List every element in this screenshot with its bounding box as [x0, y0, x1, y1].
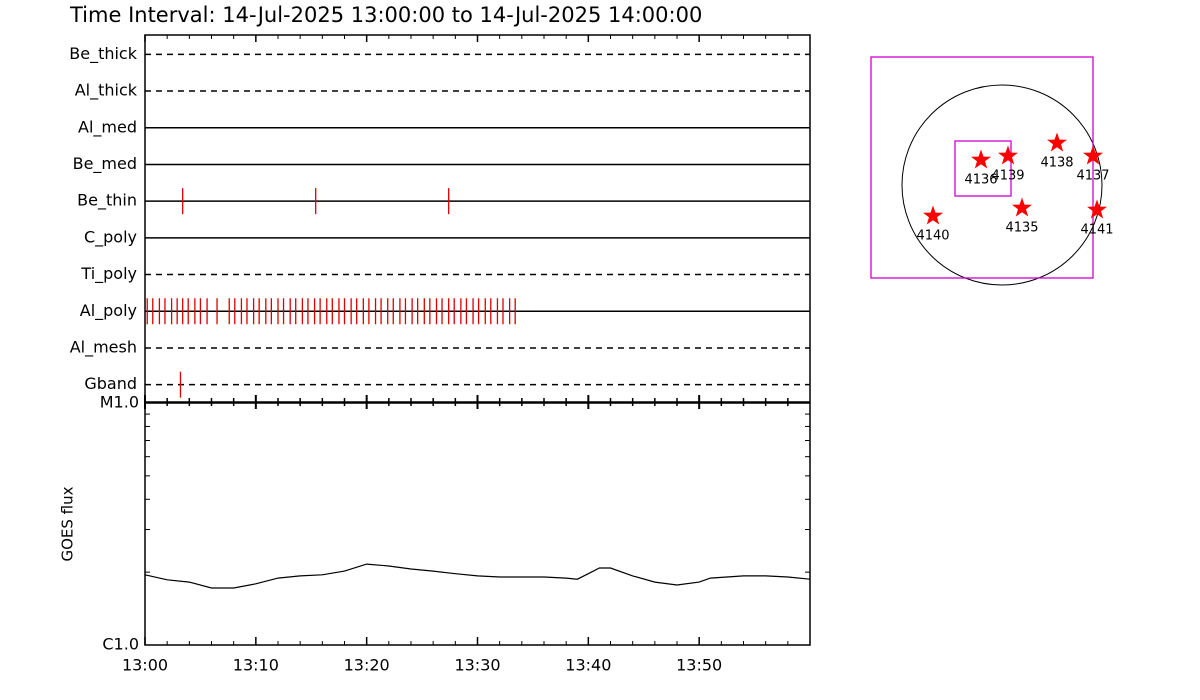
filter-label: Be_thick [69, 44, 137, 64]
fov-box [870, 56, 1094, 279]
x-tick-label: 13:40 [565, 656, 611, 675]
x-tick-label: 13:50 [676, 656, 722, 675]
filter-label: Al_thick [75, 81, 138, 101]
region-star [971, 149, 991, 169]
panel-frame [144, 402, 811, 646]
region-label: 4136 [964, 173, 997, 188]
region-star [998, 145, 1018, 165]
filter-label: Al_med [78, 117, 137, 137]
y-axis-label: GOES flux [59, 486, 77, 561]
region-label: 4137 [1076, 169, 1109, 184]
region-label: 4135 [1005, 221, 1038, 236]
y-tick-label: M1.0 [100, 393, 139, 412]
solar-disk [901, 84, 1103, 286]
region-star [1087, 199, 1107, 219]
x-tick-label: 13:10 [233, 656, 279, 675]
region-label: 4140 [916, 229, 949, 244]
region-star [1012, 197, 1032, 217]
x-tick-label: 13:30 [454, 656, 500, 675]
filter-label: Gband [84, 374, 137, 393]
fov-box [954, 140, 1012, 197]
filter-label: Be_thin [77, 191, 137, 211]
region-star [1047, 132, 1067, 152]
region-star [1083, 145, 1103, 165]
region-label: 4138 [1040, 156, 1073, 171]
region-star [923, 205, 943, 225]
x-tick-label: 13:20 [344, 656, 390, 675]
filter-label: Ti_poly [80, 264, 137, 284]
flux-line [144, 563, 811, 589]
filter-label: Al_poly [80, 301, 137, 321]
title: Time Interval: 14-Jul-2025 13:00:00 to 1… [69, 3, 702, 27]
y-tick-label: C1.0 [102, 635, 139, 654]
region-label: 4139 [991, 169, 1024, 184]
panel-frame [144, 34, 811, 403]
x-tick-label: 13:00 [122, 656, 168, 675]
region-label: 4141 [1080, 223, 1113, 238]
filter-label: Al_mesh [70, 337, 137, 357]
filter-label: Be_med [73, 154, 137, 174]
filter-label: C_poly [84, 227, 137, 247]
